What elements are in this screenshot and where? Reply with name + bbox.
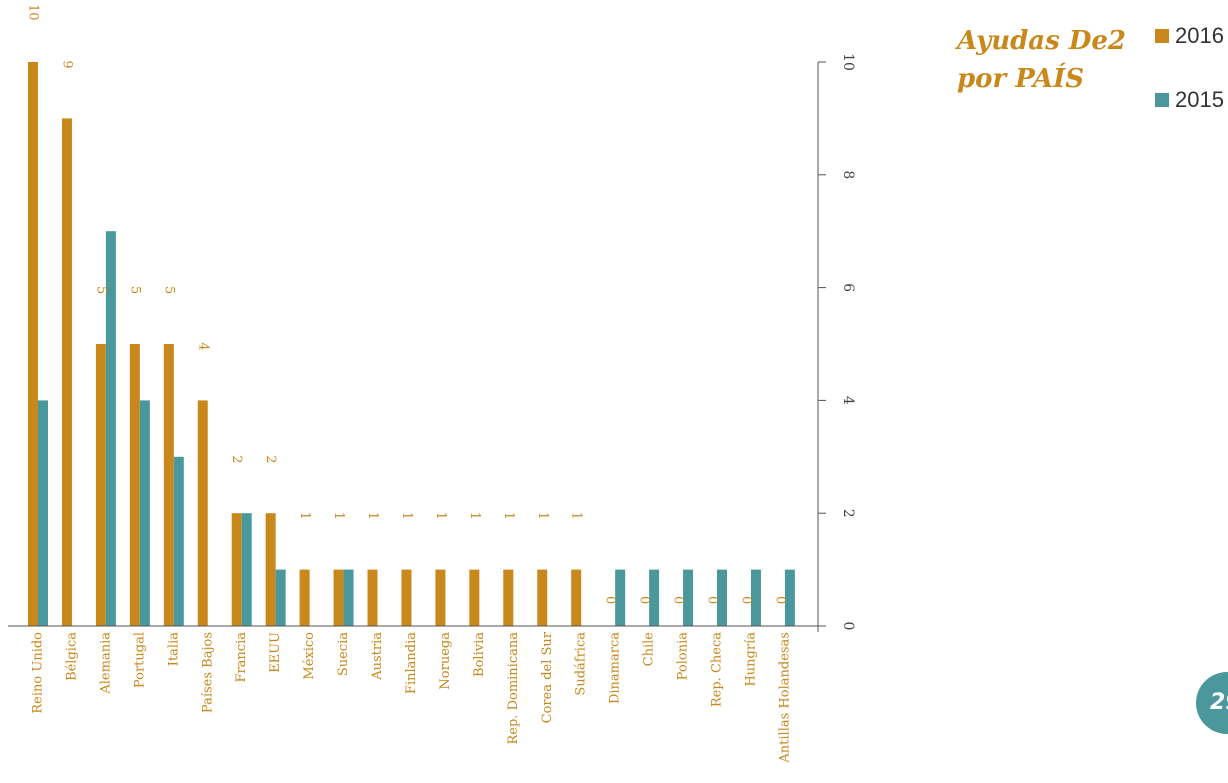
bar-2015-eeuu [275,569,286,626]
bars-group [28,62,795,627]
category-label-austria: Austria [370,632,385,681]
legend-item-2015: 2015 [1155,86,1224,114]
bar-2016-alemania [95,344,106,626]
bar-2016-belgica [61,118,72,627]
category-label-polonia: Polonia [676,632,691,681]
bar-2015-francia [241,513,252,626]
data-label-2016-noruega: 1 [433,512,448,520]
chart-title-line-2: por PAÍS [957,64,1085,94]
y-tick-label-6: 6 [840,283,856,292]
legend-item-2016: 2016 [1155,22,1224,50]
data-label-2016-paises-bajos: 4 [195,342,210,350]
bar-2015-chile [649,569,660,626]
data-label-2016-suecia: 1 [331,512,346,520]
bar-2016-suecia [333,569,344,626]
bar-2015-suecia [343,569,354,626]
data-label-2016-alemania: 5 [93,286,108,294]
bar-2016-noruega [435,569,446,626]
category-label-italia: Italia [166,632,181,666]
bar-2016-bolivia [469,569,480,626]
bar-2016-corea-del-sur [537,569,548,626]
data-label-2016-polonia: 0 [671,596,686,604]
category-label-hungria: Hungría [743,632,758,687]
data-label-2016-hungria: 0 [738,596,753,604]
category-label-antillas-holandesas: Antillas Holandesas [777,632,792,764]
legend-swatch-2015 [1155,93,1169,107]
bar-2015-hungria [750,569,761,626]
bar-2015-polonia [683,569,694,626]
category-label-bolivia: Bolivia [472,632,487,677]
bar-2015-italia [173,456,184,626]
category-label-portugal: Portugal [132,632,147,688]
data-label-2016-sudafrica: 1 [569,512,584,520]
data-label-2016-eeuu: 2 [263,455,278,463]
bar-2016-portugal [129,344,140,626]
chart-title: Ayudas De2 por PAÍS [957,22,1126,98]
bar-2015-rep-checa [717,569,727,626]
data-label-2016-bolivia: 1 [467,512,482,520]
data-label-2016-portugal: 5 [127,286,142,294]
data-label-2016-dinamarca: 0 [603,596,618,604]
data-label-2016-reino-unido: 10 [26,4,41,21]
data-label-2016-chile: 0 [637,596,652,604]
y-tick-label-0: 0 [840,622,856,631]
category-label-paises-bajos: Países Bajos [200,632,215,713]
category-label-noruega: Noruega [438,632,453,690]
category-label-belgica: Bélgica [64,632,79,681]
y-tick-label-4: 4 [840,396,856,405]
chart-title-line-1: Ayudas De2 [957,26,1127,56]
data-label-2016-italia: 5 [161,286,176,294]
bar-2016-mexico [299,569,310,626]
category-label-reino-unido: Reino Unido [31,632,46,714]
legend: 2016 2015 [1155,22,1224,150]
bar-2015-antillas-holandesas [784,569,795,626]
category-label-corea-del-sur: Corea del Sur [540,631,555,723]
bar-2015-alemania [105,231,116,626]
data-label-2016-francia: 2 [229,455,244,463]
legend-swatch-2016 [1155,29,1169,43]
category-label-dinamarca: Dinamarca [608,632,623,704]
bar-2015-portugal [139,400,150,626]
bar-2016-francia [231,513,242,626]
category-label-rep-checa: Rep. Checa [710,632,725,707]
bar-2016-paises-bajos [197,400,208,626]
bar-2015-dinamarca [615,569,626,626]
data-label-2016-rep-dominicana: 1 [501,512,516,520]
y-tick-label-10: 10 [840,53,856,71]
category-label-sudafrica: Sudáfrica [574,632,589,696]
bar-2015-reino-unido [38,400,48,626]
bar-2016-sudafrica [571,569,582,626]
data-label-2016-finlandia: 1 [399,512,414,520]
data-label-2016-corea-del-sur: 1 [535,512,550,520]
bar-2016-austria [367,569,378,626]
data-label-2016-belgica: 9 [59,60,74,68]
legend-label-2016: 2016 [1175,23,1224,48]
category-label-chile: Chile [642,632,657,667]
bar-2016-eeuu [265,513,276,626]
bar-2016-rep-dominicana [503,569,514,626]
data-label-2016-mexico: 1 [297,512,312,520]
category-label-eeuu: EEUU [268,632,283,673]
data-label-2016-austria: 1 [365,512,380,520]
y-tick-label-2: 2 [840,509,856,518]
y-tick-label-8: 8 [840,170,856,179]
bar-2016-finlandia [401,569,412,626]
category-label-rep-dominicana: Rep. Dominicana [506,632,521,745]
data-label-2016-rep-checa: 0 [705,596,720,604]
category-label-finlandia: Finlandia [404,632,419,694]
category-label-mexico: México [302,632,317,680]
bar-2016-reino-unido [28,62,38,626]
data-label-2016-antillas-holandesas: 0 [772,596,787,604]
legend-label-2015: 2015 [1175,87,1224,112]
category-label-alemania: Alemania [98,632,113,695]
category-label-suecia: Suecia [336,632,351,676]
bar-2016-italia [163,344,174,626]
category-label-francia: Francia [234,632,249,683]
